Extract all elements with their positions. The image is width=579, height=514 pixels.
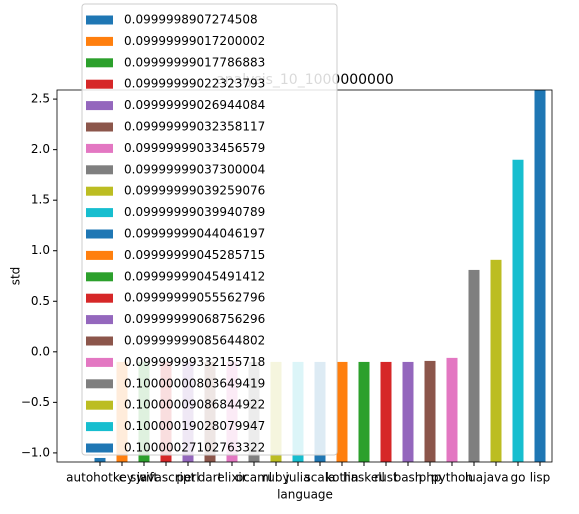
y-tick-label: 2.5 <box>31 92 50 106</box>
y-tick-label: 1.0 <box>31 243 50 257</box>
legend-swatch <box>86 379 113 389</box>
legend-swatch <box>86 400 113 410</box>
x-axis-label: language <box>277 488 333 502</box>
bar <box>468 269 480 462</box>
x-tick-label: lisp <box>530 471 551 485</box>
x-tick-label: haskell <box>343 471 385 485</box>
legend-label: 0.09999999037300004 <box>124 162 265 176</box>
legend-swatch <box>86 36 113 46</box>
x-tick-label: perl <box>176 471 199 485</box>
legend-label: 0.09999999017200002 <box>124 34 265 48</box>
y-tick-label: −0.5 <box>21 395 50 409</box>
x-tick-label: python <box>431 471 473 485</box>
x-tick-label: ocaml <box>236 471 272 485</box>
legend-label: 0.09999999045285715 <box>124 248 265 262</box>
y-tick-label: 2.0 <box>31 142 50 156</box>
legend-label: 0.10000000803649419 <box>124 376 265 390</box>
x-tick-label: dart <box>198 471 223 485</box>
legend-swatch <box>86 272 113 282</box>
x-tick-label: javascript <box>136 471 196 485</box>
legend-label: 0.09999999039259076 <box>124 184 265 198</box>
x-tick-label: autohotkey <box>66 471 134 485</box>
legend-swatch <box>86 15 113 25</box>
legend-swatch <box>86 250 113 260</box>
x-tick-label: julia <box>285 471 311 485</box>
legend-swatch <box>86 229 113 239</box>
legend-label: 0.09999999068756296 <box>124 312 265 326</box>
legend-label: 0.09999999022323793 <box>124 77 265 91</box>
legend-swatch <box>86 357 113 367</box>
bar <box>512 159 524 462</box>
y-tick-label: −1.0 <box>21 445 50 459</box>
legend-swatch <box>86 122 113 132</box>
bar <box>94 457 106 462</box>
y-axis-label: std <box>9 267 23 286</box>
legend-label: 0.10000019028079947 <box>124 419 265 433</box>
legend-swatch <box>86 443 113 453</box>
x-tick-label: elixir <box>217 471 246 485</box>
legend-label: 0.09999999045491412 <box>124 269 265 283</box>
legend-swatch <box>86 422 113 432</box>
x-tick-label: lua <box>465 471 483 485</box>
legend-swatch <box>86 336 113 346</box>
legend-label: 0.09999999017786883 <box>124 55 265 69</box>
legend-swatch <box>86 58 113 68</box>
x-tick-label: bash <box>394 471 423 485</box>
x-tick-label: swift <box>130 471 158 485</box>
x-tick-label: kotlin <box>326 471 359 485</box>
legend-label: 0.0999998907274508 <box>124 13 258 27</box>
legend-swatch <box>86 186 113 196</box>
x-tick-label: c <box>119 471 126 485</box>
bar <box>534 90 546 462</box>
legend-swatch <box>86 143 113 153</box>
y-tick-label: 0.5 <box>31 294 50 308</box>
bar <box>402 361 414 462</box>
x-tick-label: rust <box>374 471 398 485</box>
legend-label: 0.10000027102763322 <box>124 441 265 455</box>
bar <box>446 357 458 462</box>
x-tick-label: go <box>511 471 526 485</box>
legend-swatch <box>86 315 113 325</box>
legend-label: 0.09999999026944084 <box>124 98 265 112</box>
legend-box <box>81 3 338 456</box>
bar <box>380 361 392 462</box>
legend-label: 0.10000009086844922 <box>124 398 265 412</box>
legend-label: 0.09999999032358117 <box>124 120 265 134</box>
x-tick-label: java <box>482 471 508 485</box>
bar <box>424 360 436 462</box>
x-tick-label: scala <box>305 471 336 485</box>
y-tick-label: 0.0 <box>31 344 50 358</box>
x-tick-label: php <box>419 471 442 485</box>
legend-label: 0.09999999033456579 <box>124 141 265 155</box>
legend: 0.0999998907274508 0.09999999017200002 0.0… <box>81 3 338 456</box>
bar <box>358 361 370 462</box>
y-tick-label: 1.5 <box>31 193 50 207</box>
bar <box>336 361 348 462</box>
x-tick-label: ruby <box>262 471 289 485</box>
legend-label: 0.09999999044046197 <box>124 227 265 241</box>
legend-swatch <box>86 293 113 303</box>
legend-swatch <box>86 79 113 89</box>
legend-label: 0.09999999332155718 <box>124 355 265 369</box>
legend-swatch <box>86 165 113 175</box>
bar <box>490 259 502 462</box>
legend-label: 0.09999999055562796 <box>124 291 265 305</box>
legend-swatch <box>86 101 113 111</box>
legend-label: 0.09999999085644802 <box>124 334 265 348</box>
legend-swatch <box>86 208 113 218</box>
legend-label: 0.09999999039940789 <box>124 205 265 219</box>
